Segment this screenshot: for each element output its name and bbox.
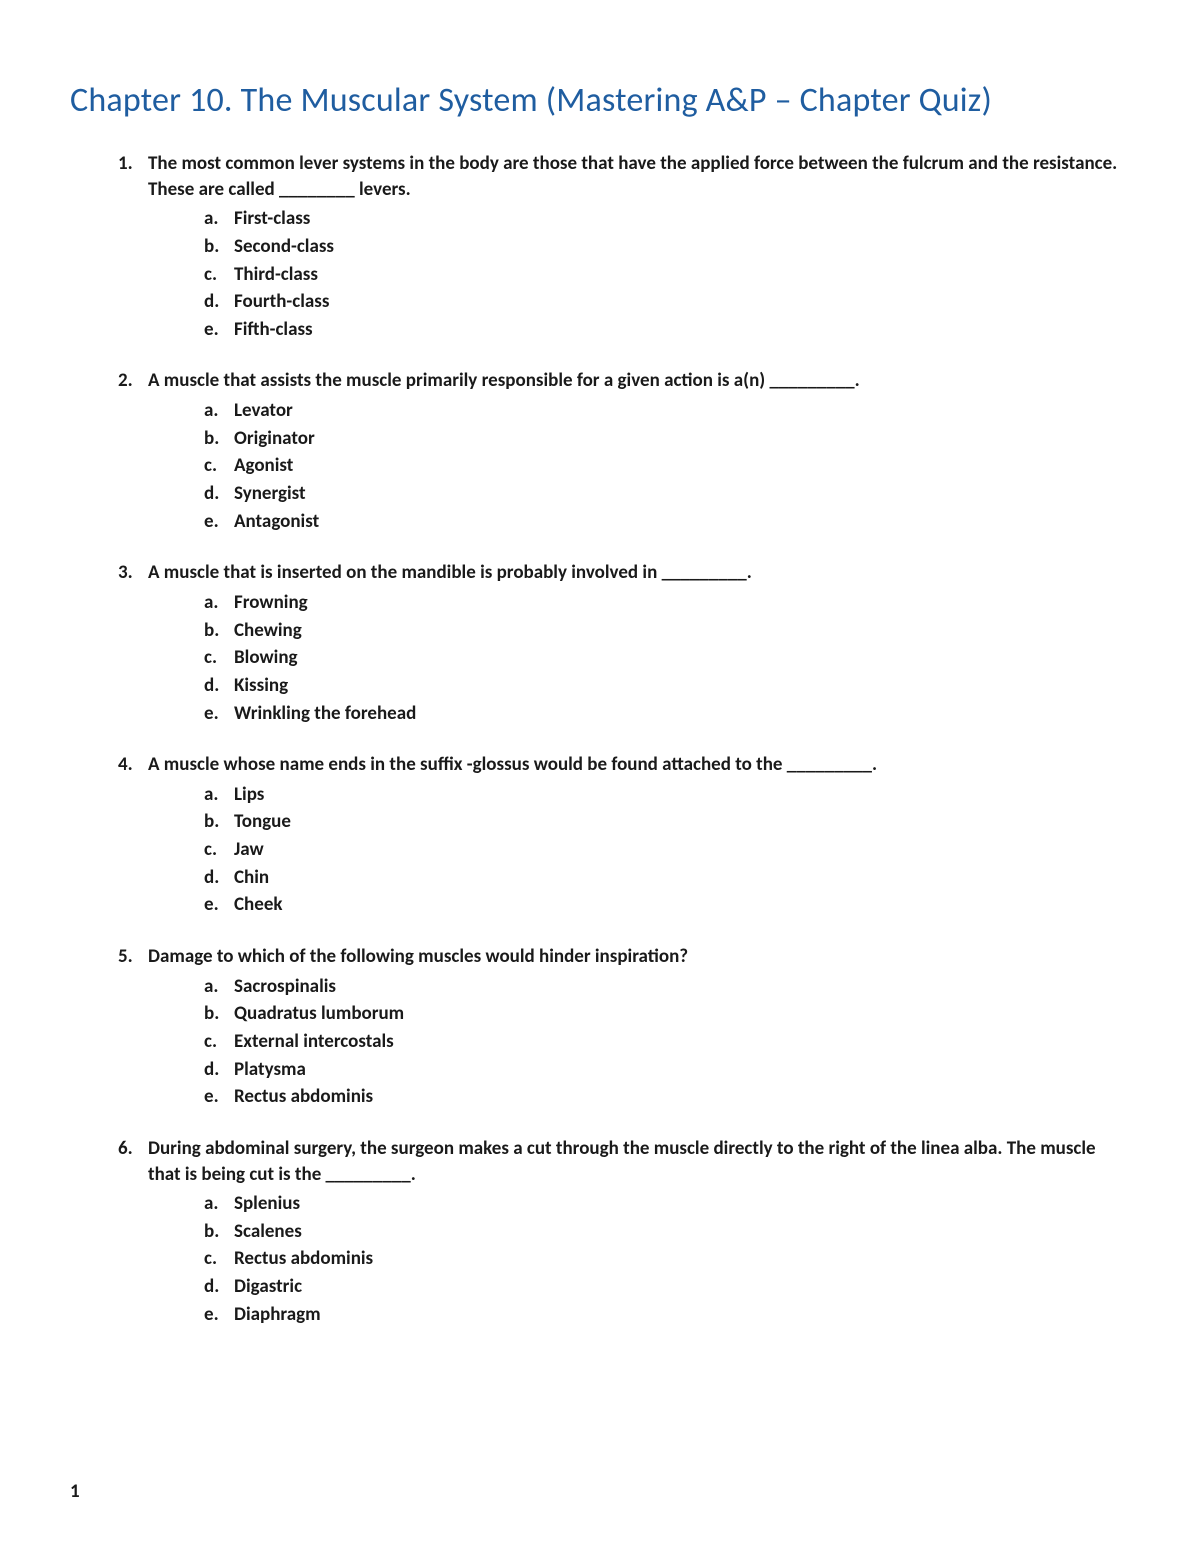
option-item: Scalenes bbox=[204, 1219, 1130, 1245]
option-item: First-class bbox=[204, 206, 1130, 232]
option-item: Chin bbox=[204, 865, 1130, 891]
options-list: Levator Originator Agonist Synergist Ant… bbox=[204, 398, 1130, 534]
option-item: Fifth-class bbox=[204, 317, 1130, 343]
question-text: During abdominal surgery, the surgeon ma… bbox=[148, 1137, 1096, 1186]
option-text: External intercostals bbox=[234, 1030, 394, 1053]
options-list: Splenius Scalenes Rectus abdominis Digas… bbox=[204, 1191, 1130, 1327]
question-item: During abdominal surgery, the surgeon ma… bbox=[118, 1136, 1130, 1327]
question-item: The most common lever systems in the bod… bbox=[118, 151, 1130, 342]
option-item: Kissing bbox=[204, 673, 1130, 699]
option-item: Diaphragm bbox=[204, 1302, 1130, 1328]
option-text: First-class bbox=[234, 207, 310, 230]
option-text: Second-class bbox=[234, 235, 334, 258]
option-item: Tongue bbox=[204, 809, 1130, 835]
option-text: Rectus abdominis bbox=[234, 1247, 373, 1270]
option-text: Blowing bbox=[234, 646, 298, 669]
option-text: Digastric bbox=[234, 1275, 302, 1298]
option-text: Fourth-class bbox=[234, 290, 329, 313]
option-item: Sacrospinalis bbox=[204, 974, 1130, 1000]
options-list: Frowning Chewing Blowing Kissing Wrinkli… bbox=[204, 590, 1130, 726]
option-item: Lips bbox=[204, 782, 1130, 808]
option-item: Frowning bbox=[204, 590, 1130, 616]
question-item: A muscle that is inserted on the mandibl… bbox=[118, 560, 1130, 726]
option-text: Diaphragm bbox=[234, 1303, 321, 1326]
option-text: Jaw bbox=[234, 838, 264, 861]
option-item: Blowing bbox=[204, 645, 1130, 671]
option-item: Levator bbox=[204, 398, 1130, 424]
option-item: Digastric bbox=[204, 1274, 1130, 1300]
option-text: Rectus abdominis bbox=[234, 1085, 373, 1108]
question-text: A muscle that is inserted on the mandibl… bbox=[148, 561, 752, 584]
option-item: Platysma bbox=[204, 1057, 1130, 1083]
question-item: A muscle whose name ends in the suffix -… bbox=[118, 752, 1130, 918]
option-item: Wrinkling the forehead bbox=[204, 701, 1130, 727]
option-item: Rectus abdominis bbox=[204, 1246, 1130, 1272]
question-text: The most common lever systems in the bod… bbox=[148, 152, 1117, 201]
option-item: Fourth-class bbox=[204, 289, 1130, 315]
option-text: Lips bbox=[234, 783, 264, 806]
question-text: Damage to which of the following muscles… bbox=[148, 945, 688, 968]
page-number: 1 bbox=[70, 1480, 80, 1503]
option-text: Levator bbox=[234, 399, 293, 422]
option-text: Agonist bbox=[234, 454, 293, 477]
option-text: Antagonist bbox=[234, 510, 319, 533]
page-title: Chapter 10. The Muscular System (Masteri… bbox=[70, 80, 1130, 121]
option-text: Kissing bbox=[234, 674, 288, 697]
option-item: Agonist bbox=[204, 453, 1130, 479]
page: Chapter 10. The Muscular System (Masteri… bbox=[0, 0, 1200, 1553]
options-list: Sacrospinalis Quadratus lumborum Externa… bbox=[204, 974, 1130, 1110]
options-list: Lips Tongue Jaw Chin Cheek bbox=[204, 782, 1130, 918]
option-text: Chewing bbox=[234, 619, 302, 642]
option-text: Tongue bbox=[234, 810, 291, 833]
question-text: A muscle whose name ends in the suffix -… bbox=[148, 753, 877, 776]
question-item: Damage to which of the following muscles… bbox=[118, 944, 1130, 1110]
option-item: Chewing bbox=[204, 618, 1130, 644]
option-text: Chin bbox=[234, 866, 269, 889]
option-text: Third-class bbox=[234, 263, 318, 286]
question-item: A muscle that assists the muscle primari… bbox=[118, 368, 1130, 534]
option-item: Synergist bbox=[204, 481, 1130, 507]
option-text: Cheek bbox=[234, 893, 283, 916]
option-text: Fifth-class bbox=[234, 318, 313, 341]
option-text: Wrinkling the forehead bbox=[234, 702, 416, 725]
option-text: Scalenes bbox=[234, 1220, 302, 1243]
option-item: Originator bbox=[204, 426, 1130, 452]
question-text: A muscle that assists the muscle primari… bbox=[148, 369, 860, 392]
option-item: Splenius bbox=[204, 1191, 1130, 1217]
option-item: Jaw bbox=[204, 837, 1130, 863]
options-list: First-class Second-class Third-class Fou… bbox=[204, 206, 1130, 342]
option-text: Originator bbox=[234, 427, 315, 450]
option-text: Quadratus lumborum bbox=[234, 1002, 404, 1025]
option-text: Frowning bbox=[234, 591, 308, 614]
option-text: Synergist bbox=[234, 482, 306, 505]
option-text: Platysma bbox=[234, 1058, 306, 1081]
option-text: Sacrospinalis bbox=[234, 975, 336, 998]
option-item: Third-class bbox=[204, 262, 1130, 288]
option-item: Rectus abdominis bbox=[204, 1084, 1130, 1110]
option-text: Splenius bbox=[234, 1192, 300, 1215]
option-item: Quadratus lumborum bbox=[204, 1001, 1130, 1027]
option-item: Antagonist bbox=[204, 509, 1130, 535]
option-item: Second-class bbox=[204, 234, 1130, 260]
option-item: Cheek bbox=[204, 892, 1130, 918]
questions-list: The most common lever systems in the bod… bbox=[118, 151, 1130, 1327]
option-item: External intercostals bbox=[204, 1029, 1130, 1055]
